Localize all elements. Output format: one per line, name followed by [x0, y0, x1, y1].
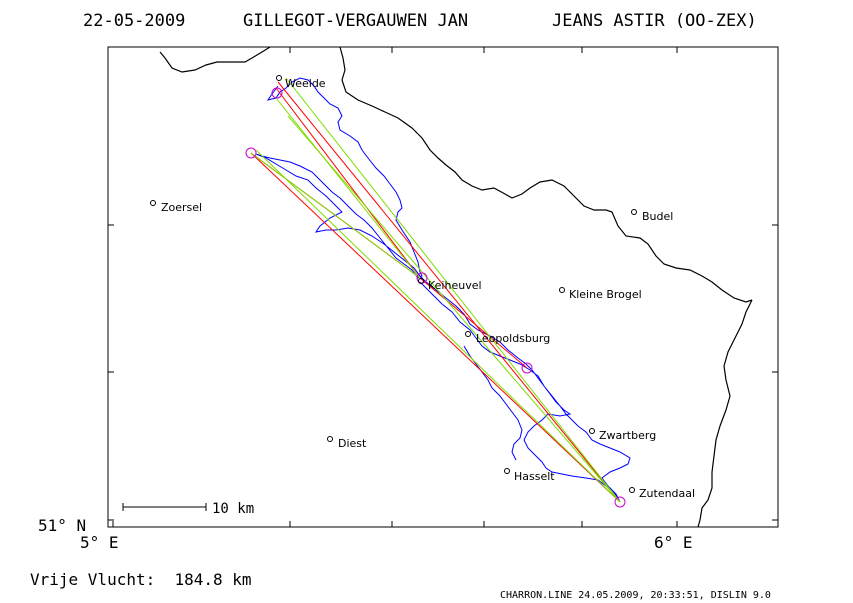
latitude-label: 51° N	[38, 516, 86, 535]
place-label-budel: Budel	[642, 210, 673, 223]
task-legs-red	[250, 81, 621, 503]
flight-distance: Vrije Vlucht: 184.8 km	[30, 570, 252, 589]
task-legs-green	[250, 77, 621, 503]
flight-track-loop	[463, 345, 523, 461]
place-label-zoersel: Zoersel	[161, 201, 202, 214]
place-label-keiheuvel: Keiheuvel	[428, 279, 482, 292]
turnpoints	[245, 87, 626, 508]
flight-date: 22-05-2009	[83, 11, 185, 31]
place-label-diest: Diest	[338, 437, 367, 450]
place-label-zwartberg: Zwartberg	[599, 429, 656, 442]
places	[150, 75, 637, 493]
turnpoint-west	[245, 147, 257, 159]
map-frame	[107, 46, 779, 528]
credit-line: CHARRON.LINE 24.05.2009, 20:33:51, DISLI…	[500, 590, 771, 601]
place-label-hasselt: Hasselt	[514, 470, 555, 483]
country-border	[159, 46, 753, 528]
flight-track	[255, 77, 631, 503]
axis-ticks	[108, 47, 778, 527]
glider-name: JEANS ASTIR (OO-ZEX)	[552, 11, 757, 31]
turnpoint-weelde	[271, 87, 283, 99]
turnpoint-midway	[521, 362, 533, 374]
scale-bar-label: 10 km	[212, 501, 254, 517]
map-panel: Weelde Zoersel Budel Keiheuvel Kleine Br…	[107, 46, 779, 528]
longitude-label-6e: 6° E	[654, 533, 693, 552]
place-label-weelde: Weelde	[285, 77, 326, 90]
place-label-leopoldsburg: Leopoldsburg	[476, 332, 550, 345]
place-label-zutendaal: Zutendaal	[639, 487, 695, 500]
longitude-label-5e: 5° E	[80, 533, 119, 552]
turnpoint-zutendaal-south	[614, 496, 626, 508]
pilot-name: GILLEGOT-VERGAUWEN JAN	[243, 11, 468, 31]
scale-bar	[122, 503, 207, 511]
place-label-kleine-brogel: Kleine Brogel	[569, 288, 642, 301]
